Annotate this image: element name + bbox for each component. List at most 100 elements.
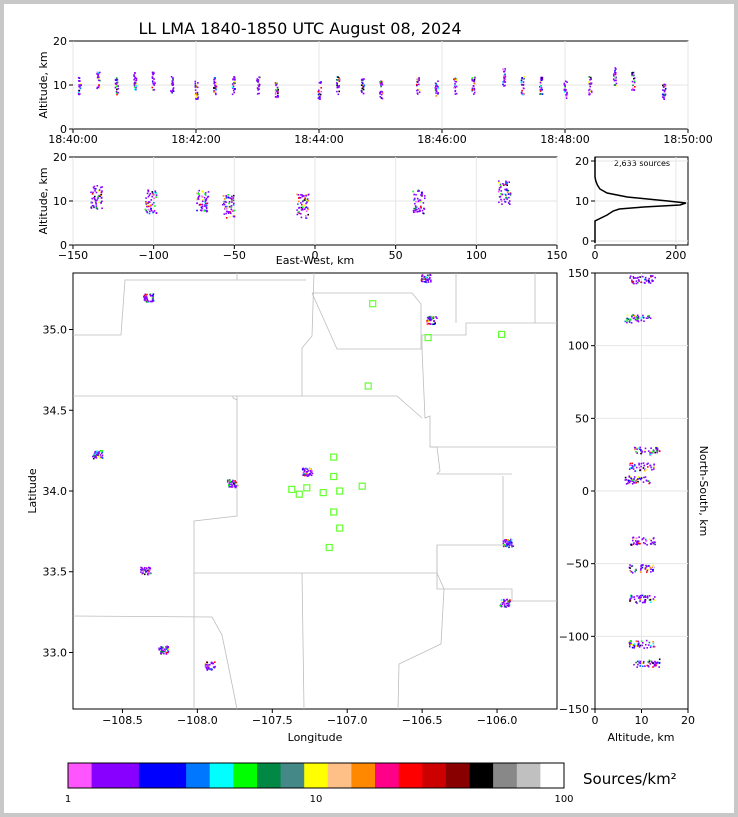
time-height-source xyxy=(613,73,615,75)
ns-height-source xyxy=(629,277,631,279)
time-height-source xyxy=(434,82,437,85)
ew-height-source xyxy=(100,202,102,204)
ns-height-source xyxy=(649,464,652,467)
ns-height-source xyxy=(639,664,641,667)
time-height-source xyxy=(454,93,457,95)
plan-view-source xyxy=(99,450,102,452)
ew-height-source xyxy=(155,212,158,214)
ns-height-source xyxy=(638,642,640,645)
ns-height-source xyxy=(640,317,643,319)
plan-view-xtick-label: −106.5 xyxy=(402,714,443,727)
ns-height-source xyxy=(639,477,641,480)
ew-height-source xyxy=(509,203,511,205)
time-height-source xyxy=(231,93,234,96)
ns-height-source xyxy=(642,542,645,544)
ns-height-xtick-label: 10 xyxy=(635,714,649,727)
ns-height-source xyxy=(628,476,631,478)
ns-height-source xyxy=(640,567,642,570)
ns-height-source xyxy=(639,600,641,602)
ew-height-source xyxy=(412,210,415,212)
plan-view-source xyxy=(207,666,210,668)
ns-height-source xyxy=(642,462,645,464)
ew-height-source xyxy=(201,207,203,210)
plan-view-source xyxy=(226,479,229,482)
ns-height-source xyxy=(642,275,645,278)
time-height-source xyxy=(380,84,382,86)
ns-height-source xyxy=(637,316,640,318)
plan-view-source xyxy=(508,542,511,544)
ns-height-source xyxy=(635,569,637,571)
ew-height-source xyxy=(307,213,309,216)
ew-height-source xyxy=(301,207,304,210)
ns-height-source xyxy=(658,662,661,664)
time-height-source xyxy=(277,92,279,95)
time-height-source xyxy=(213,82,215,85)
plan-view-source xyxy=(149,293,151,296)
time-height-source xyxy=(362,92,365,95)
ew-height-source xyxy=(419,200,421,203)
ew-height-source xyxy=(92,186,95,189)
ew-height-source xyxy=(296,193,298,196)
ns-height-source xyxy=(636,541,638,544)
time-height-source xyxy=(171,91,173,94)
ns-height-source xyxy=(652,570,654,572)
ns-height-source xyxy=(647,317,649,319)
ns-height-source xyxy=(637,643,640,645)
ns-height-source xyxy=(635,640,638,643)
time-height-source xyxy=(233,82,235,84)
ew-height-source xyxy=(93,196,95,199)
time-height-source xyxy=(381,80,383,83)
ew-height-source xyxy=(300,209,303,211)
plan-view-source xyxy=(145,298,147,300)
time-height-source xyxy=(504,68,506,70)
ew-height-source xyxy=(302,195,305,197)
time-height-source xyxy=(473,89,476,91)
ew-height-source xyxy=(204,193,206,195)
ew-height-source xyxy=(305,202,307,205)
ns-height-source xyxy=(631,483,634,485)
ew-height-source xyxy=(413,198,416,200)
time-height-xtick-label: 18:42:00 xyxy=(171,133,220,146)
time-height-source xyxy=(197,98,199,100)
time-height-source xyxy=(540,77,543,79)
ns-height-source xyxy=(636,595,638,597)
ns-height-source xyxy=(643,464,646,467)
ns-height-source xyxy=(642,314,644,317)
ew-height-ytick-label: 10 xyxy=(53,195,67,208)
time-height-source xyxy=(318,89,320,92)
ew-height-source xyxy=(199,209,202,212)
ns-height-source xyxy=(648,660,651,663)
time-height-source xyxy=(504,81,506,83)
time-height-source xyxy=(79,87,82,90)
time-height-source xyxy=(115,83,117,85)
time-height-source xyxy=(540,79,543,81)
ns-height-source xyxy=(653,542,655,545)
ns-height-source xyxy=(643,660,645,663)
time-height-source xyxy=(520,91,523,94)
ew-height-source xyxy=(297,194,300,196)
time-height-source xyxy=(152,82,154,85)
time-height-source xyxy=(565,93,568,96)
plan-view-source xyxy=(140,571,142,573)
ns-height-source xyxy=(644,600,647,603)
plan-view-source xyxy=(163,648,166,651)
ew-height-source xyxy=(232,197,235,199)
ew-height-source xyxy=(95,201,97,204)
time-height-source xyxy=(631,87,634,90)
plan-view-source xyxy=(508,544,511,546)
ns-height-source xyxy=(638,660,641,662)
time-height-source xyxy=(152,89,155,91)
ns-height-source xyxy=(625,483,628,485)
time-height-source xyxy=(117,91,120,94)
ew-height-source xyxy=(416,208,418,211)
ns-height-source xyxy=(636,281,639,284)
ew-height-source xyxy=(90,207,93,209)
ns-height-source xyxy=(631,279,633,282)
ns-height-source xyxy=(650,601,652,603)
ns-height-ytick-label: −150 xyxy=(559,703,589,716)
ew-height-source xyxy=(230,212,232,215)
time-height-source xyxy=(171,84,173,86)
time-height-source xyxy=(96,76,99,79)
ns-height-source xyxy=(644,542,647,545)
plan-view-source xyxy=(507,541,510,543)
